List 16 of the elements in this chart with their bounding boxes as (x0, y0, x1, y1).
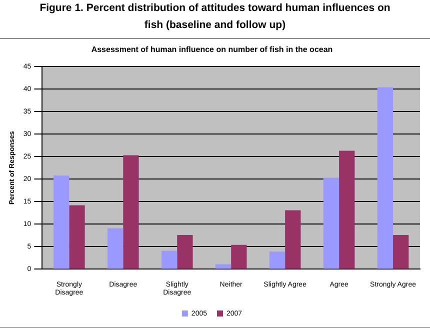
bar (107, 228, 124, 269)
bar (339, 150, 355, 269)
bar (323, 178, 340, 269)
bar (54, 176, 70, 269)
chart-subtitle: Assessment of human influence on number of fish in the ocean (91, 45, 333, 54)
bar (161, 250, 178, 269)
bar (123, 155, 139, 269)
bar (69, 205, 85, 269)
chart-title: Figure 1. Percent distribution of attitudes toward human influences on fish (baseline and follow up) (38, 1, 392, 33)
bar (377, 87, 394, 269)
bar (285, 210, 301, 269)
bar (393, 234, 409, 269)
bar (177, 234, 193, 269)
bar (269, 252, 286, 269)
bar (231, 244, 247, 269)
bar (215, 264, 232, 269)
